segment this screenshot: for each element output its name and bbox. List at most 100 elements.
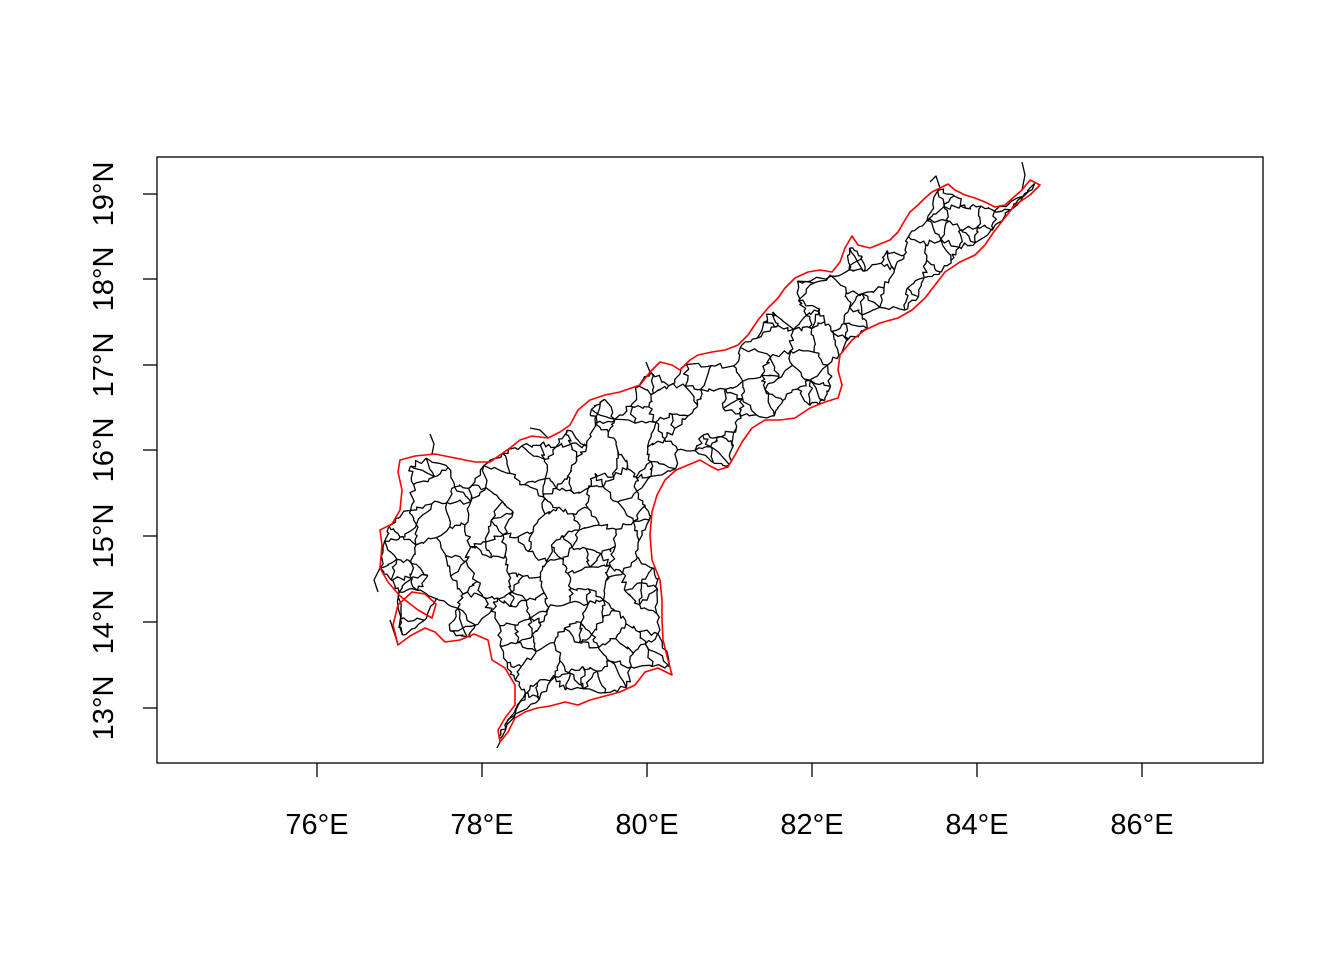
road-segment [572,513,581,531]
road-segment [644,505,652,520]
road-segment [604,398,616,420]
road-segment [485,487,503,502]
road-segment [742,398,757,416]
road-segment [770,350,791,358]
road-segment [588,588,604,601]
road-segment [589,409,598,425]
road-segment [539,442,546,460]
road-segment [991,210,998,229]
road-segment [883,269,896,288]
road-segment [880,262,896,271]
road-segment [400,617,425,623]
road-segment [908,236,927,246]
road-segment [484,520,492,543]
road-segment [601,545,616,554]
road-segment [639,385,654,395]
road-segment [831,269,850,277]
road-segment [586,423,597,447]
road-segment [555,430,568,448]
road-segment [554,657,561,677]
road-segment [617,501,635,522]
road-segment [609,660,628,688]
road-segment [710,446,714,463]
road-segment [409,563,415,579]
road-segment [485,534,504,543]
road-segment [447,467,456,487]
road-segment [769,356,780,379]
road-segment [684,386,699,406]
road-segment [435,537,447,556]
road-segment [861,314,868,329]
road-segment [467,624,477,638]
road-segment [614,405,632,420]
road-segment [926,218,949,224]
road-segment [827,354,840,366]
road-segment [782,388,798,401]
road-segment [950,246,960,261]
road-segment [824,386,832,401]
road-segment [683,364,690,387]
road-segment [907,219,928,237]
road-segment [832,332,849,340]
road-segment [734,413,742,429]
road-segment [591,634,600,648]
road-segment [807,380,814,406]
road-segment [776,325,794,332]
road-segment [390,575,412,581]
road-segment [408,465,415,486]
road-segment [859,293,865,316]
road-segment [926,206,945,221]
road-segment [554,672,570,678]
road-segment [615,623,627,639]
road-segment [960,225,979,231]
road-segment [937,190,945,207]
x-tick-label: 86°E [1110,809,1173,841]
road-segment [893,255,905,270]
road-segment [674,449,679,469]
road-segment [773,400,784,417]
road-segment [793,326,812,332]
road-segment [475,610,492,626]
road-segment [425,457,435,477]
road-segment [725,380,744,390]
road-segment [796,388,811,406]
road-segment [580,666,586,689]
road-segment [567,572,573,590]
road-segment [384,536,401,543]
road-segment [639,588,658,605]
road-segment [879,306,905,311]
road-segment [570,442,588,449]
road-segment [470,487,487,502]
road-segment [434,467,449,478]
road-segment [975,227,994,244]
road-segment [509,472,525,486]
road-segment [937,188,955,197]
road-segment [537,674,556,683]
road-segment [603,599,616,612]
road-segment [476,580,484,597]
road-segment [741,381,746,399]
road-segment [607,419,616,433]
road-segment [579,641,599,649]
y-tick-label: 15°N [88,504,120,569]
road-segment [568,665,584,673]
road-segment [621,572,627,592]
road-segment [449,624,476,632]
road-segment [566,429,587,447]
road-segment [398,577,412,593]
road-segment [572,506,589,516]
road-segment [764,389,784,401]
road-segment [511,591,527,602]
road-segment [686,362,712,368]
road-segment [845,290,863,297]
road-segment [574,487,589,495]
road-segment [917,277,925,297]
x-axis [316,763,1143,777]
road-segment [832,323,845,334]
road-segment [843,307,851,324]
road-segment [567,460,578,477]
road-segment [580,622,593,635]
road-segment [594,472,614,478]
road-segment [733,347,741,367]
